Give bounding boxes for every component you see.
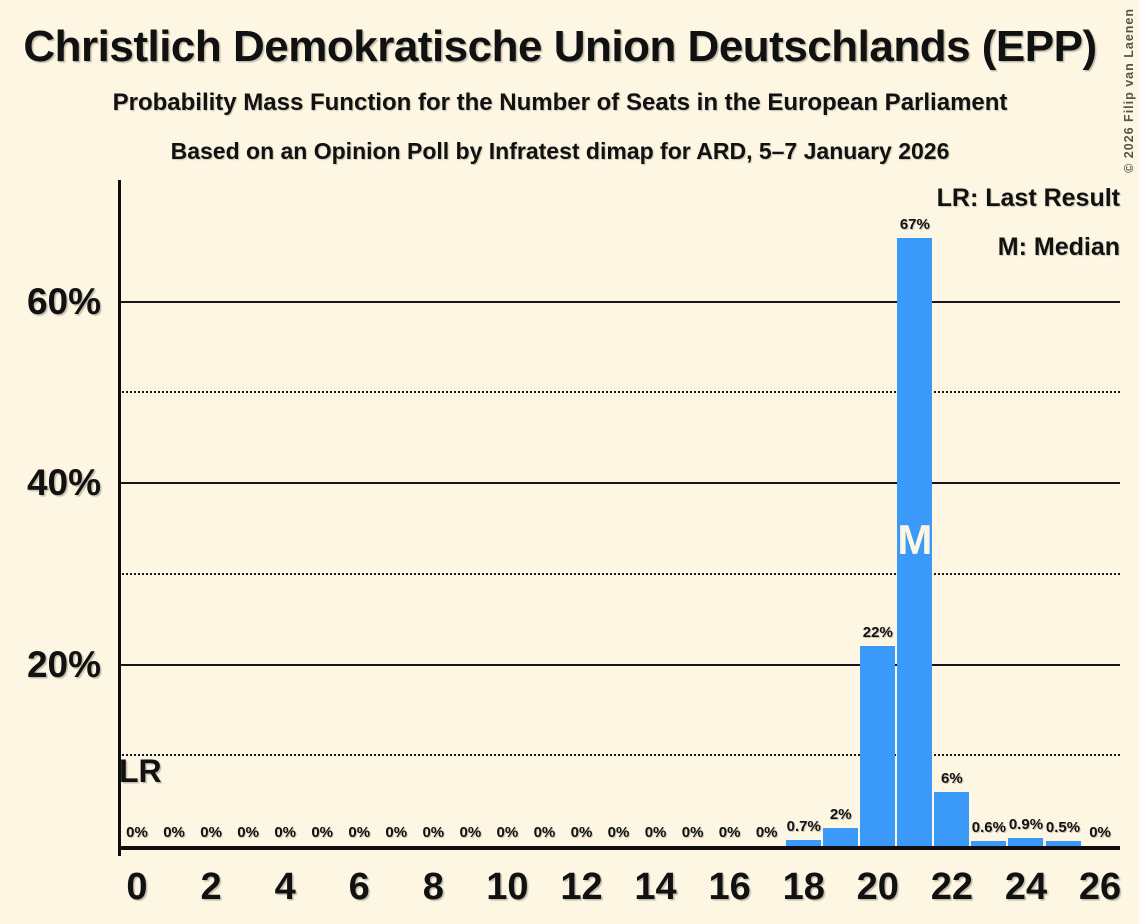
gridline-dotted-50 bbox=[119, 391, 1120, 394]
bar-value-label-2: 0% bbox=[200, 824, 222, 841]
y-axis-line bbox=[117, 180, 121, 856]
x-tick-label-26: 26 bbox=[1078, 866, 1122, 908]
bar-seat-24 bbox=[1008, 837, 1044, 846]
x-tick-label-14: 14 bbox=[634, 866, 677, 908]
bar-value-label-19: 2% bbox=[829, 805, 852, 823]
bar-value-label-12: 0% bbox=[570, 824, 593, 841]
legend-last-result: LR: Last Result bbox=[936, 184, 1120, 212]
bar-value-label-11: 0% bbox=[533, 824, 556, 841]
last-result-marker: LR bbox=[119, 753, 162, 789]
x-tick-label-0: 0 bbox=[126, 866, 148, 908]
bar-value-label-20: 22% bbox=[862, 624, 893, 642]
bar-value-label-23: 0.6% bbox=[971, 818, 1006, 836]
bar-seat-20 bbox=[860, 646, 896, 846]
legend: LR: Last Result M: Median bbox=[937, 184, 1120, 282]
chart-title: Christlich Demokratische Union Deutschla… bbox=[23, 22, 1097, 71]
x-tick-label-8: 8 bbox=[422, 866, 444, 908]
bar-value-label-26: 0% bbox=[1089, 824, 1111, 841]
chart-subtitle: Probability Mass Function for the Number… bbox=[112, 89, 1008, 116]
chart-poll-info: Based on an Opinion Poll by Infratest di… bbox=[170, 138, 950, 164]
y-axis-label-40: 40% bbox=[26, 462, 101, 503]
x-tick-label-4: 4 bbox=[274, 866, 296, 908]
bar-value-label-1: 0% bbox=[163, 824, 185, 841]
bar-value-label-13: 0% bbox=[607, 824, 630, 841]
bar-value-label-18: 0.7% bbox=[786, 817, 821, 835]
bar-value-label-3: 0% bbox=[237, 824, 259, 841]
x-tick-label-24: 24 bbox=[1004, 866, 1048, 908]
bar-value-label-7: 0% bbox=[385, 824, 408, 841]
x-tick-label-22: 22 bbox=[930, 866, 974, 908]
bar-seat-18 bbox=[786, 839, 822, 846]
bar-value-label-0: 0% bbox=[126, 824, 148, 841]
bar-value-label-22: 6% bbox=[941, 769, 963, 787]
x-tick-label-6: 6 bbox=[348, 866, 370, 908]
gridline-dotted-30 bbox=[119, 572, 1120, 575]
bar-value-label-4: 0% bbox=[274, 824, 296, 841]
bar-value-label-25: 0.5% bbox=[1045, 819, 1081, 837]
gridline-solid-20 bbox=[119, 663, 1120, 666]
x-tick-label-20: 20 bbox=[856, 866, 899, 908]
bar-seat-25 bbox=[1045, 841, 1081, 846]
bar-value-label-9: 0% bbox=[459, 824, 482, 841]
bar-value-label-14: 0% bbox=[644, 824, 667, 841]
gridline-solid-40 bbox=[119, 482, 1120, 484]
x-tick-label-2: 2 bbox=[200, 866, 222, 908]
x-axis-line bbox=[119, 846, 1120, 850]
bar-value-label-5: 0% bbox=[311, 824, 334, 841]
bar-seat-22 bbox=[934, 791, 970, 846]
bar-value-label-8: 0% bbox=[422, 824, 445, 841]
y-axis-label-20: 20% bbox=[26, 643, 101, 685]
bar-value-label-15: 0% bbox=[681, 824, 704, 841]
x-tick-label-18: 18 bbox=[782, 866, 825, 908]
bar-seat-21: M bbox=[897, 237, 933, 846]
bar-value-label-10: 0% bbox=[496, 824, 519, 841]
x-tick-label-16: 16 bbox=[708, 866, 751, 908]
median-marker: M bbox=[897, 516, 933, 564]
legend-median: M: Median bbox=[997, 233, 1120, 261]
x-tick-label-10: 10 bbox=[486, 866, 529, 908]
bar-value-label-6: 0% bbox=[348, 824, 371, 841]
bar-seat-23 bbox=[971, 840, 1007, 846]
gridline-dotted-10 bbox=[119, 754, 1120, 757]
bar-value-label-24: 0.9% bbox=[1008, 815, 1044, 833]
bar-value-label-16: 0% bbox=[718, 824, 741, 841]
bar-value-label-21: 67% bbox=[899, 215, 930, 233]
bar-seat-19 bbox=[823, 827, 859, 846]
x-tick-label-12: 12 bbox=[560, 866, 603, 908]
bar-value-label-17: 0% bbox=[755, 824, 778, 841]
y-axis-label-60: 60% bbox=[26, 280, 101, 322]
gridline-solid-60 bbox=[119, 300, 1120, 303]
